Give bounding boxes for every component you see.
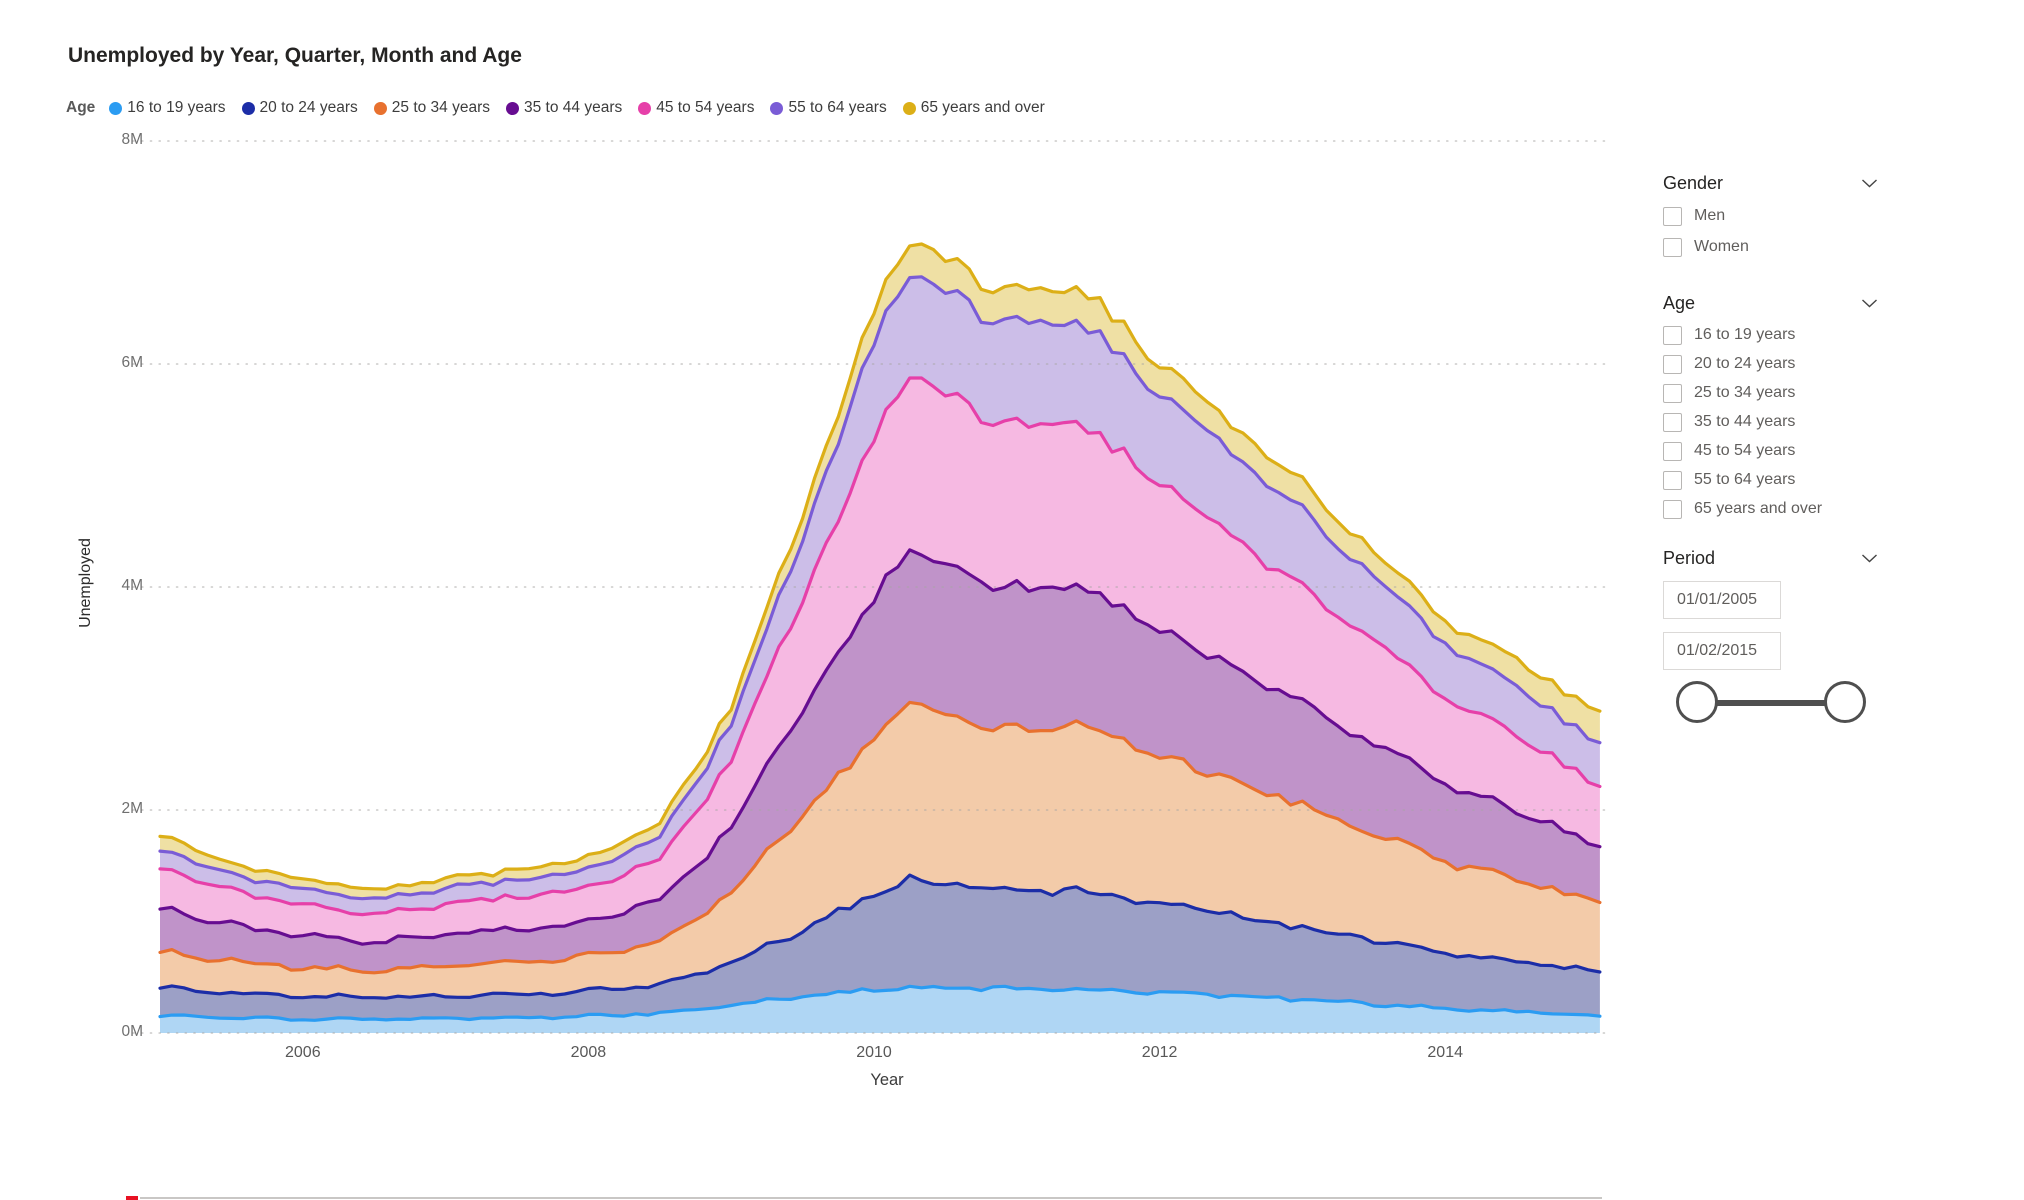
checkbox-unchecked-icon[interactable] [1663,354,1682,374]
checkbox-label: 65 years and over [1694,500,1823,517]
y-tick-label: 8M [121,131,143,148]
y-tick-label: 2M [121,800,143,817]
checkbox-label: 25 to 34 years [1694,384,1796,401]
legend-swatch-icon [902,101,916,115]
legend-swatch-icon [506,101,519,115]
x-tick-label: 2008 [570,1044,607,1061]
checkbox-unchecked-icon[interactable] [1663,412,1682,432]
age-option-45-to-54-years[interactable]: 45 to 54 years [1663,440,1878,462]
legend-item-16-to-19-years[interactable]: 16 to 19 years [109,99,226,117]
legend-title: Age [66,99,96,116]
checkbox-unchecked-icon[interactable] [1663,383,1682,403]
legend-swatch-icon [241,101,255,115]
legend-item-label: 25 to 34 years [391,99,490,116]
filter-pane: Gender Men Women Age 16 to 19 years 20 to … [1663,170,1878,727]
age-filter-header[interactable]: Age [1663,290,1878,316]
gender-filter-header[interactable]: Gender [1663,170,1878,196]
legend-item-label: 55 to 64 years [788,99,887,116]
legend-item-label: 16 to 19 years [127,99,226,116]
chevron-down-icon[interactable] [1861,553,1878,563]
period-start-input[interactable] [1663,581,1781,619]
chart-legend: Age 16 to 19 years 20 to 24 years 25 to 34… [66,99,1045,117]
y-tick-label: 4M [121,577,143,594]
gender-option-women[interactable]: Women [1663,236,1878,258]
legend-items: 16 to 19 years 20 to 24 years 25 to 34 yea… [109,99,1045,117]
checkbox-label: Men [1694,207,1726,224]
x-tick-label: 2014 [1427,1044,1463,1061]
legend-item-35-to-44-years[interactable]: 35 to 44 years [506,99,622,117]
checkbox-unchecked-icon[interactable] [1663,325,1682,345]
age-option-16-to-19-years[interactable]: 16 to 19 years [1663,324,1878,346]
age-option-65-years-and-over[interactable]: 65 years and over [1663,498,1878,520]
checkbox-label: 45 to 54 years [1694,442,1796,459]
age-option-35-to-44-years[interactable]: 35 to 44 years [1663,411,1878,433]
legend-item-label: 45 to 54 years [656,99,755,116]
x-axis-title: Year [870,1071,904,1089]
slider-handle-end[interactable] [1824,681,1866,723]
legend-item-label: 65 years and over [920,99,1045,116]
x-tick-label: 2006 [285,1044,321,1061]
checkbox-unchecked-icon[interactable] [1663,499,1682,519]
checkbox-label: Women [1694,238,1749,255]
page-title: Unemployed by Year, Quarter, Month and A… [68,44,522,67]
chart-areas [160,244,1600,1033]
x-tick-label: 2012 [1141,1044,1178,1061]
checkbox-label: 16 to 19 years [1694,326,1796,343]
legend-swatch-icon [109,101,123,115]
age-option-55-to-64-years[interactable]: 55 to 64 years [1663,469,1878,491]
y-tick-label: 6M [121,354,143,371]
legend-item-45-to-54-years[interactable]: 45 to 54 years [638,99,754,117]
age-option-25-to-34-years[interactable]: 25 to 34 years [1663,382,1878,404]
legend-swatch-icon [638,101,652,115]
chart-series-lines [158,242,1602,1022]
legend-item-25-to-34-years[interactable]: 25 to 34 years [373,99,490,117]
age-filter-section: Age 16 to 19 years 20 to 24 years 25 to 34… [1663,290,1878,520]
y-tick-label: 0M [121,1023,143,1040]
checkbox-unchecked-icon[interactable] [1663,237,1682,257]
checkbox-label: 35 to 44 years [1694,413,1796,430]
checkbox-unchecked-icon[interactable] [1663,206,1682,226]
checkbox-unchecked-icon[interactable] [1663,441,1682,461]
gender-option-men[interactable]: Men [1663,205,1878,227]
legend-item-20-to-24-years[interactable]: 20 to 24 years [241,99,358,117]
checkbox-unchecked-icon[interactable] [1663,470,1682,490]
gender-filter-title: Gender [1663,172,1724,193]
horizontal-scrollbar[interactable] [140,1197,1602,1199]
period-end-input[interactable] [1663,632,1781,670]
checkbox-label: 55 to 64 years [1694,471,1796,488]
period-filter-title: Period [1663,547,1716,568]
legend-swatch-icon [770,101,784,115]
period-filter-section: Period [1663,545,1878,727]
legend-swatch-icon [373,101,387,115]
age-option-20-to-24-years[interactable]: 20 to 24 years [1663,353,1878,375]
slider-track[interactable] [1697,700,1845,706]
slider-handle-start[interactable] [1676,681,1718,723]
chevron-down-icon[interactable] [1861,178,1878,188]
x-tick-label: 2010 [856,1044,892,1061]
legend-item-label: 20 to 24 years [259,99,358,116]
legend-item-label: 35 to 44 years [524,99,623,116]
checkbox-label: 20 to 24 years [1694,355,1796,372]
age-filter-title: Age [1663,292,1696,313]
scrollbar-accent[interactable] [126,1196,138,1200]
legend-item-55-to-64-years[interactable]: 55 to 64 years [770,99,887,117]
chevron-down-icon[interactable] [1861,298,1878,308]
period-range-slider[interactable] [1663,681,1866,727]
period-filter-header[interactable]: Period [1663,545,1878,571]
legend-item-65-years-and-over[interactable]: 65 years and over [902,99,1045,117]
gender-filter-section: Gender Men Women [1663,170,1878,258]
